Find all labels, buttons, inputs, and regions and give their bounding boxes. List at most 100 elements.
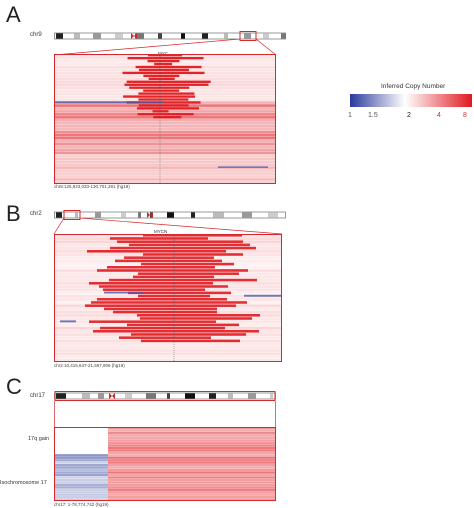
amplicon-segment [147,59,180,63]
heatmap-row [54,178,276,181]
gain-row [108,449,276,452]
amplicon-segment [107,266,215,269]
panel-a-letter: A [6,2,21,27]
heatmap-row [54,130,276,134]
heatmap-row [54,133,276,137]
ideogram-band [56,33,63,39]
heatmap-row [54,139,276,143]
panel-c-isochromosome-label: Isochromosome 17 [0,480,47,486]
heatmap-border [54,234,282,362]
loss-row [54,476,108,479]
gain-row [108,473,276,477]
panel-a-ideogram [54,31,286,41]
heatmap-row [54,142,276,146]
ideogram-band [281,33,286,39]
amplicon-segment [143,253,243,256]
loss-row [54,473,108,477]
ideogram-band [224,33,228,39]
amplicon-segment [138,272,239,275]
amplicon-segment [97,298,227,301]
heatmap-border [54,54,276,184]
gain-row [108,459,276,462]
ideogram-band [167,393,170,399]
ideogram-band [244,33,251,39]
heatmap-row [54,157,276,161]
ideogram-band [135,33,144,39]
ideogram-band [56,212,62,218]
gain-row [108,486,276,489]
amplicon-segment [85,304,236,307]
loss-row [54,483,108,486]
loss-row [54,466,108,469]
panel-c-chromosome-label: chr17 [30,393,46,399]
zoom-line-left [53,39,241,56]
heatmap-row [54,346,282,349]
loss-row [54,496,108,499]
amplicon-segment [117,240,243,243]
amplicon-segment [138,104,189,107]
ideogram-band [181,33,185,39]
amplicon-segment [143,89,180,92]
amplicon-segment [141,262,234,266]
panel-c-gain-label: 17q gain [28,436,50,442]
amplicon-segment [128,291,231,295]
panel-b-heatmap [54,234,282,362]
amplicon-segment [129,243,250,247]
amplicon-segment [129,86,190,89]
loss-row [54,456,108,459]
amplicon-segment [122,71,205,75]
panel-b-zoom-lines [53,218,283,235]
gain-row [108,461,276,464]
ideogram-band [202,33,208,39]
heatmap-row [54,127,276,131]
amplicon-segment [127,323,239,327]
amplicon-segment [136,107,199,110]
heatmap-row [54,169,276,172]
loss-row [54,459,108,462]
panel-c-letter: C [6,374,22,399]
ideogram-band [75,212,78,218]
ideogram-band [146,393,156,399]
heatmap-row [54,151,276,155]
gain-row [108,439,276,442]
heatmap-row [54,148,276,152]
legend-tick-1-5: 1.5 [368,112,378,119]
gain-row [108,454,276,457]
loss-row [54,464,108,467]
gain-row [108,441,276,445]
loss-row [54,498,108,501]
zoom-line-left [53,218,65,235]
amplicon-segment [104,307,217,311]
panel-b-gene-label: MYCN [154,229,168,234]
legend-title: Inferred Copy Number [381,83,446,90]
heatmap-row [54,160,276,164]
amplicon-segment [119,336,211,339]
panel-b-coordinates: chr2:10,415,647-21,597,806 (hg19) [54,363,125,368]
panel-a-coordinates: chr8:125,923,033-130,701,281 (hg19) [54,184,130,189]
heatmap-row [54,352,282,356]
ideogram-highlight [239,31,257,41]
legend-tick-8: 8 [463,112,467,119]
amplicon-segment [100,326,225,330]
amplicon-segment [153,116,182,119]
loss-segment [54,101,164,104]
gain-row [108,436,276,440]
ideogram-band [56,393,66,399]
gain-row [108,464,276,467]
zoom-line-right [255,39,277,56]
panel-c-ideogram [54,391,276,401]
amplicon-segment [137,113,194,116]
amplicon-segment [99,285,228,288]
amplicon-segment [124,256,214,259]
legend-tick-2: 2 [407,112,411,119]
amplicon-segment [143,74,180,78]
gain-row [108,476,276,479]
panel-b-letter: B [6,201,21,226]
amplicon-segment [140,317,252,320]
gain-row [108,481,276,484]
zoom-line-right [79,218,283,235]
amplicon-segment [89,320,216,323]
amplicon-segment [109,278,257,282]
gain-row [108,429,276,432]
ideogram-band [228,393,233,399]
